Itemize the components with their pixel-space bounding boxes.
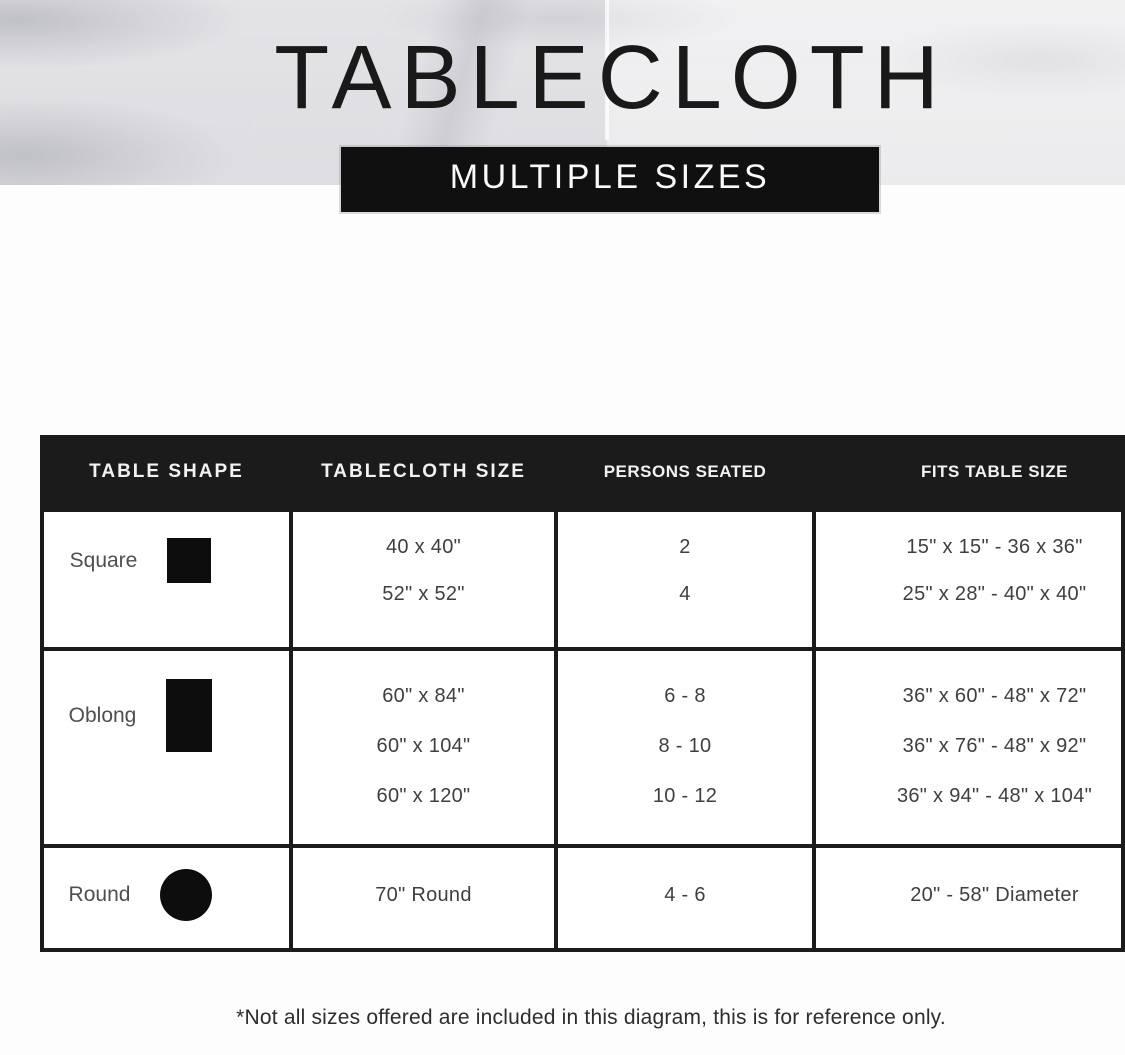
fits-cell: 20" - 58" Diameter	[812, 844, 1125, 952]
shape-label: Oblong	[68, 703, 137, 727]
round-icon	[160, 869, 213, 921]
size-value: 60" x 104"	[376, 734, 471, 757]
page-title: TABLECLOTH	[274, 28, 948, 128]
size-chart-table: TABLE SHAPE TABLECLOTH SIZE PERSONS SEAT…	[40, 435, 1125, 952]
persons-value: 2	[679, 536, 691, 558]
size-values: 60" x 84" 60" x 104" 60" x 120"	[293, 671, 554, 825]
table-row-square: Square 40 x 40" 52" x 52" 2 4	[40, 508, 1125, 651]
fits-value: 36" x 60" - 48" x 72"	[902, 684, 1087, 707]
persons-cell: 6 - 8 8 - 10 10 - 12	[554, 647, 816, 848]
size-cell: 70" Round	[289, 844, 558, 952]
fits-value: 25" x 28" - 40" x 40"	[902, 583, 1087, 605]
size-value: 52" x 52"	[382, 583, 465, 605]
header-table-shape: TABLE SHAPE	[40, 435, 293, 512]
subtitle-banner: MULTIPLE SIZES	[341, 147, 879, 212]
fits-values: 15" x 15" - 36 x 36" 25" x 28" - 40" x 4…	[868, 524, 1121, 635]
subtitle-banner-label: MULTIPLE SIZES	[449, 158, 771, 196]
footnote: *Not all sizes offered are included in t…	[236, 1006, 946, 1029]
table-row-oblong: Oblong 60" x 84" 60" x 104" 60" x 120" 6…	[40, 647, 1125, 848]
fits-value: 36" x 76" - 48" x 92"	[902, 734, 1087, 757]
size-value: 60" x 120"	[376, 784, 471, 807]
size-values: 40 x 40" 52" x 52"	[293, 524, 554, 635]
shape-cell-square: Square	[40, 508, 293, 651]
size-value: 70" Round	[375, 884, 472, 906]
persons-values: 4 - 6	[558, 883, 812, 913]
table-row-round: Round 70" Round 4 - 6 20" - 58"	[40, 844, 1125, 952]
shape-wrap: Square	[44, 538, 237, 621]
shape-label: Round	[68, 883, 131, 906]
fits-value: 20" - 58" Diameter	[910, 884, 1079, 906]
fits-values: 20" - 58" Diameter	[868, 883, 1121, 913]
header-tablecloth-size: TABLECLOTH SIZE	[289, 435, 558, 512]
persons-cell: 4 - 6	[554, 844, 816, 952]
header-persons-seated: PERSONS SEATED	[554, 435, 816, 512]
header-fits-table-size: FITS TABLE SIZE	[812, 435, 1125, 512]
fits-value: 15" x 15" - 36 x 36"	[906, 536, 1083, 558]
shape-label: Square	[69, 548, 138, 572]
persons-value: 10 - 12	[652, 784, 718, 807]
shape-wrap: Round	[44, 869, 237, 927]
persons-value: 4	[679, 583, 691, 605]
fits-cell: 15" x 15" - 36 x 36" 25" x 28" - 40" x 4…	[812, 508, 1125, 651]
oblong-icon	[166, 679, 213, 752]
shape-cell-round: Round	[40, 844, 293, 952]
persons-cell: 2 4	[554, 508, 816, 651]
size-cell: 40 x 40" 52" x 52"	[289, 508, 558, 651]
shape-wrap: Oblong	[44, 679, 237, 816]
table-header-row: TABLE SHAPE TABLECLOTH SIZE PERSONS SEAT…	[40, 435, 1125, 512]
fits-values: 36" x 60" - 48" x 72" 36" x 76" - 48" x …	[868, 671, 1121, 825]
size-value: 40 x 40"	[385, 536, 462, 558]
persons-values: 2 4	[558, 524, 812, 635]
fits-cell: 36" x 60" - 48" x 72" 36" x 76" - 48" x …	[812, 647, 1125, 848]
size-cell: 60" x 84" 60" x 104" 60" x 120"	[289, 647, 558, 848]
size-values: 70" Round	[293, 883, 554, 913]
persons-value: 6 - 8	[664, 684, 706, 707]
persons-value: 4 - 6	[664, 884, 706, 906]
fits-value: 36" x 94" - 48" x 104"	[896, 784, 1093, 807]
shape-cell-oblong: Oblong	[40, 647, 293, 848]
square-icon	[167, 538, 212, 583]
persons-value: 8 - 10	[658, 734, 712, 757]
size-value: 60" x 84"	[382, 684, 465, 707]
persons-values: 6 - 8 8 - 10 10 - 12	[558, 671, 812, 825]
